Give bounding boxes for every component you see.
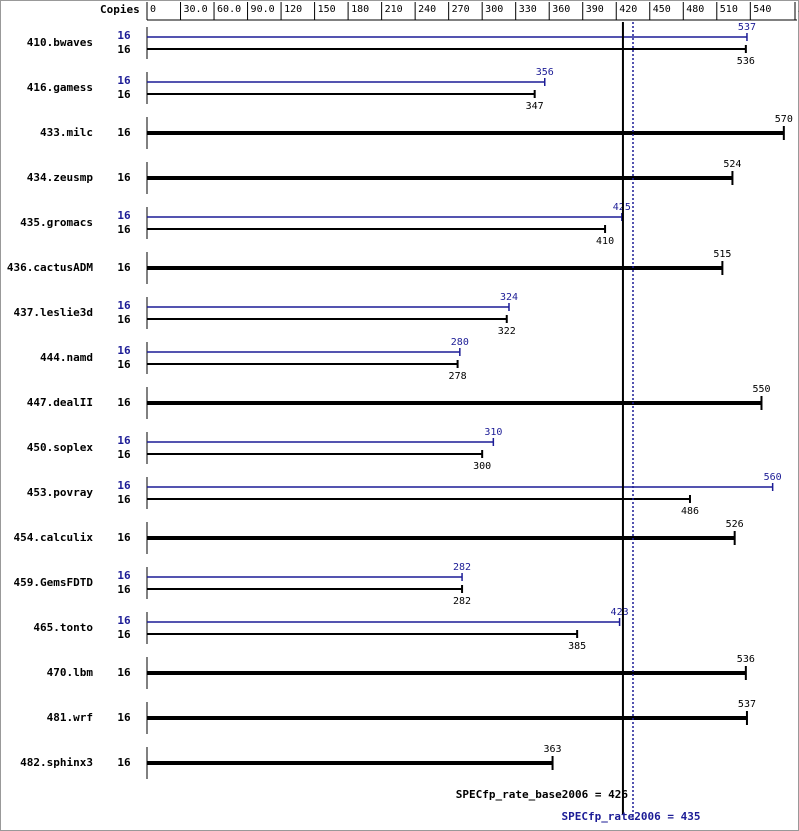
- base-copies: 16: [117, 493, 131, 506]
- peak-copies: 16: [117, 434, 131, 447]
- x-tick-label: 240: [418, 4, 436, 15]
- benchmark-label: 482.sphinx3: [20, 756, 93, 769]
- base-copies: 16: [117, 313, 131, 326]
- base-value-label: 526: [726, 519, 744, 530]
- benchmark-label: 434.zeusmp: [27, 171, 94, 184]
- peak-value-label: 423: [611, 607, 629, 618]
- x-tick-label: 420: [619, 4, 637, 15]
- base-copies: 16: [117, 448, 131, 461]
- peak-value-label: 324: [500, 292, 518, 303]
- x-tick-label: 540: [753, 4, 771, 15]
- base-value-label: 536: [737, 654, 755, 665]
- x-tick-label: 270: [452, 4, 470, 15]
- base-value-label: 515: [713, 249, 731, 260]
- base-value-label: 486: [681, 506, 699, 517]
- base-copies: 16: [117, 126, 131, 139]
- base-value-label: 410: [596, 236, 614, 247]
- x-tick-label: 480: [686, 4, 704, 15]
- base-value-label: 570: [775, 114, 793, 125]
- base-value-label: 536: [737, 56, 755, 67]
- base-copies: 16: [117, 358, 131, 371]
- peak-copies: 16: [117, 299, 131, 312]
- peak-value-label: 425: [613, 202, 631, 213]
- peak-copies: 16: [117, 479, 131, 492]
- x-tick-label: 180: [351, 4, 369, 15]
- x-tick-label: 450: [653, 4, 671, 15]
- base-copies: 16: [117, 43, 131, 56]
- base-copies: 16: [117, 261, 131, 274]
- peak-copies: 16: [117, 344, 131, 357]
- base-copies: 16: [117, 531, 131, 544]
- benchmark-label: 447.dealII: [27, 396, 93, 409]
- base-copies: 16: [117, 223, 131, 236]
- benchmark-label: 470.lbm: [47, 666, 94, 679]
- copies-header: Copies: [100, 3, 140, 16]
- benchmark-label: 416.gamess: [27, 81, 93, 94]
- peak-copies: 16: [117, 209, 131, 222]
- base-value-label: 347: [526, 101, 544, 112]
- peak-value-label: 560: [764, 472, 782, 483]
- peak-value-label: 310: [484, 427, 502, 438]
- benchmark-label: 465.tonto: [33, 621, 93, 634]
- base-copies: 16: [117, 583, 131, 596]
- benchmark-label: 481.wrf: [47, 711, 93, 724]
- base-value-label: 300: [473, 461, 491, 472]
- base-copies: 16: [117, 756, 131, 769]
- x-tick-label: 390: [586, 4, 604, 15]
- base-copies: 16: [117, 711, 131, 724]
- benchmark-label: 436.cactusADM: [7, 261, 93, 274]
- peak-value-label: 537: [738, 22, 756, 33]
- peak-copies: 16: [117, 74, 131, 87]
- benchmark-label: 459.GemsFDTD: [14, 576, 94, 589]
- peak-value-label: 280: [451, 337, 469, 348]
- benchmark-label: 437.leslie3d: [14, 306, 93, 319]
- x-tick-label: 90.0: [251, 4, 275, 15]
- benchmark-label: 435.gromacs: [20, 216, 93, 229]
- benchmark-label: 454.calculix: [14, 531, 94, 544]
- x-tick-label: 150: [318, 4, 336, 15]
- x-tick-label: 120: [284, 4, 302, 15]
- x-tick-label: 0: [150, 4, 156, 15]
- base-copies: 16: [117, 171, 131, 184]
- base-value-label: 550: [752, 384, 770, 395]
- benchmark-label: 410.bwaves: [27, 36, 93, 49]
- base-value-label: 322: [498, 326, 516, 337]
- x-tick-label: 360: [552, 4, 570, 15]
- base-copies: 16: [117, 88, 131, 101]
- peak-value-label: 356: [536, 67, 554, 78]
- peak-copies: 16: [117, 614, 131, 627]
- base-value-label: 524: [723, 159, 741, 170]
- x-tick-label: 30.0: [184, 4, 208, 15]
- peak-copies: 16: [117, 569, 131, 582]
- reference-label: SPECfp_rate_base2006 = 426: [456, 788, 629, 801]
- x-tick-label: 510: [720, 4, 738, 15]
- reference-label: SPECfp_rate2006 = 435: [561, 810, 700, 823]
- base-value-label: 278: [449, 371, 467, 382]
- base-value-label: 282: [453, 596, 471, 607]
- peak-copies: 16: [117, 29, 131, 42]
- benchmark-label: 450.soplex: [27, 441, 94, 454]
- x-tick-label: 210: [385, 4, 403, 15]
- base-copies: 16: [117, 628, 131, 641]
- base-value-label: 363: [544, 744, 562, 755]
- base-value-label: 385: [568, 641, 586, 652]
- base-copies: 16: [117, 396, 131, 409]
- base-copies: 16: [117, 666, 131, 679]
- benchmark-label: 444.namd: [40, 351, 93, 364]
- x-tick-label: 330: [519, 4, 537, 15]
- benchmark-label: 453.povray: [27, 486, 94, 499]
- x-tick-label: 300: [485, 4, 503, 15]
- base-value-label: 537: [738, 699, 756, 710]
- peak-value-label: 282: [453, 562, 471, 573]
- x-tick-label: 60.0: [217, 4, 241, 15]
- benchmark-label: 433.milc: [40, 126, 93, 139]
